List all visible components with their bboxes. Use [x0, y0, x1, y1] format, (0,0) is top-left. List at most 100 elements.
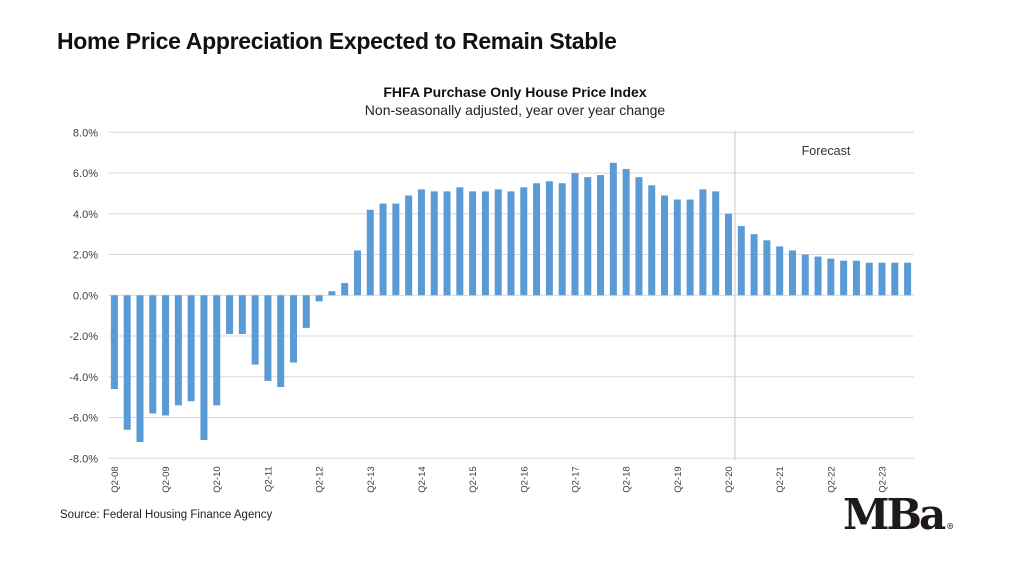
bar [545, 181, 553, 296]
y-tick-label: -6.0% [69, 413, 98, 425]
mba-logo: MBa ® [843, 494, 954, 536]
bar [827, 258, 835, 296]
bar [481, 191, 489, 296]
x-tick-label: Q2-16 [519, 466, 530, 492]
bar [533, 183, 541, 296]
bar [328, 291, 336, 296]
bar [123, 295, 131, 430]
bar [290, 295, 298, 363]
bar [251, 295, 259, 365]
bar [622, 168, 630, 296]
bar [763, 240, 771, 296]
bar [174, 295, 182, 406]
x-tick-label: Q2-23 [878, 466, 889, 492]
x-tick-label: Q2-10 [212, 466, 223, 492]
x-tick-label: Q2-12 [315, 466, 326, 492]
bar [379, 203, 387, 296]
x-tick-label: Q2-14 [417, 466, 428, 492]
x-tick-label: Q2-11 [263, 466, 274, 492]
bar [277, 295, 285, 387]
x-tick-label: Q2-09 [161, 466, 172, 492]
bar [417, 189, 425, 296]
bar [801, 254, 809, 296]
chart-subtitle: Non-seasonally adjusted, year over year … [364, 102, 666, 118]
bar [712, 191, 720, 296]
bar [648, 185, 656, 296]
bar [494, 189, 502, 296]
bar [724, 213, 732, 296]
bar [737, 226, 745, 296]
y-tick-label: 4.0% [73, 209, 98, 221]
bar [110, 295, 118, 390]
bar [226, 295, 234, 335]
bar [891, 262, 899, 296]
x-tick-label: Q2-17 [570, 466, 581, 492]
bar [213, 295, 221, 406]
bar [149, 295, 157, 414]
bar [469, 191, 477, 296]
bar [366, 209, 374, 296]
x-tick-label: Q2-13 [366, 466, 377, 492]
bar [162, 295, 170, 416]
bar [315, 295, 323, 302]
bar [584, 177, 592, 296]
y-tick-label: -4.0% [69, 372, 98, 384]
x-tick-label: Q2-22 [826, 466, 837, 492]
x-tick-label: Q2-19 [673, 466, 684, 492]
x-tick-label: Q2-20 [724, 466, 735, 492]
bar [520, 187, 528, 296]
bar-chart: 8.0% 6.0% 4.0% 2.0% 0.0% -2.0% -4.0% -6.0% -8.0%… [69, 127, 914, 493]
bars [110, 162, 912, 442]
bar [392, 203, 400, 296]
y-tick-label: 8.0% [73, 127, 98, 139]
bar [750, 234, 758, 296]
forecast-annotation: Forecast [734, 130, 851, 461]
bar [200, 295, 208, 440]
source-note: Source: Federal Housing Finance Agency [60, 509, 273, 521]
bar [673, 199, 681, 296]
bar [814, 256, 822, 296]
bar [865, 262, 873, 296]
bar [904, 262, 912, 296]
x-tick-label: Q2-08 [110, 466, 121, 492]
bar [852, 260, 860, 296]
y-tick-label: 2.0% [73, 250, 98, 262]
bar [840, 260, 848, 296]
y-tick-label: -2.0% [69, 331, 98, 343]
y-axis: 8.0% 6.0% 4.0% 2.0% 0.0% -2.0% -4.0% -6.0% -8.0% [69, 127, 98, 465]
bar [341, 283, 349, 296]
x-axis: Q2-08 Q2-09 Q2-10 Q2-11 Q2-12 Q2-13 Q2-14 Q2-15… [110, 466, 889, 492]
bar [353, 250, 361, 296]
bar [686, 199, 694, 296]
bar [405, 195, 413, 296]
bar [238, 295, 246, 335]
bar [443, 191, 451, 296]
bar [187, 295, 195, 402]
forecast-label: Forecast [802, 144, 851, 158]
bar [302, 295, 310, 328]
x-tick-label: Q2-21 [775, 466, 786, 492]
bar [597, 175, 605, 296]
x-tick-label: Q2-15 [468, 466, 479, 492]
bar [788, 250, 796, 296]
bar [609, 162, 617, 296]
bar [430, 191, 438, 296]
logo-text: MBa [843, 490, 946, 539]
bar [661, 195, 669, 296]
bar [558, 183, 566, 296]
bar [699, 189, 707, 296]
x-tick-label: Q2-18 [622, 466, 633, 492]
bar [507, 191, 515, 296]
y-tick-label: -8.0% [69, 453, 98, 465]
chart-title: FHFA Purchase Only House Price Index [383, 84, 647, 100]
y-tick-label: 6.0% [73, 168, 98, 180]
bar [136, 295, 144, 442]
bar [571, 173, 579, 296]
bar [776, 246, 784, 296]
bar [635, 177, 643, 296]
y-tick-label: 0.0% [73, 290, 98, 302]
slide-title: Home Price Appreciation Expected to Rema… [57, 28, 617, 54]
registered-mark-icon: ® [946, 521, 955, 531]
bar [264, 295, 272, 381]
bar [878, 262, 886, 296]
